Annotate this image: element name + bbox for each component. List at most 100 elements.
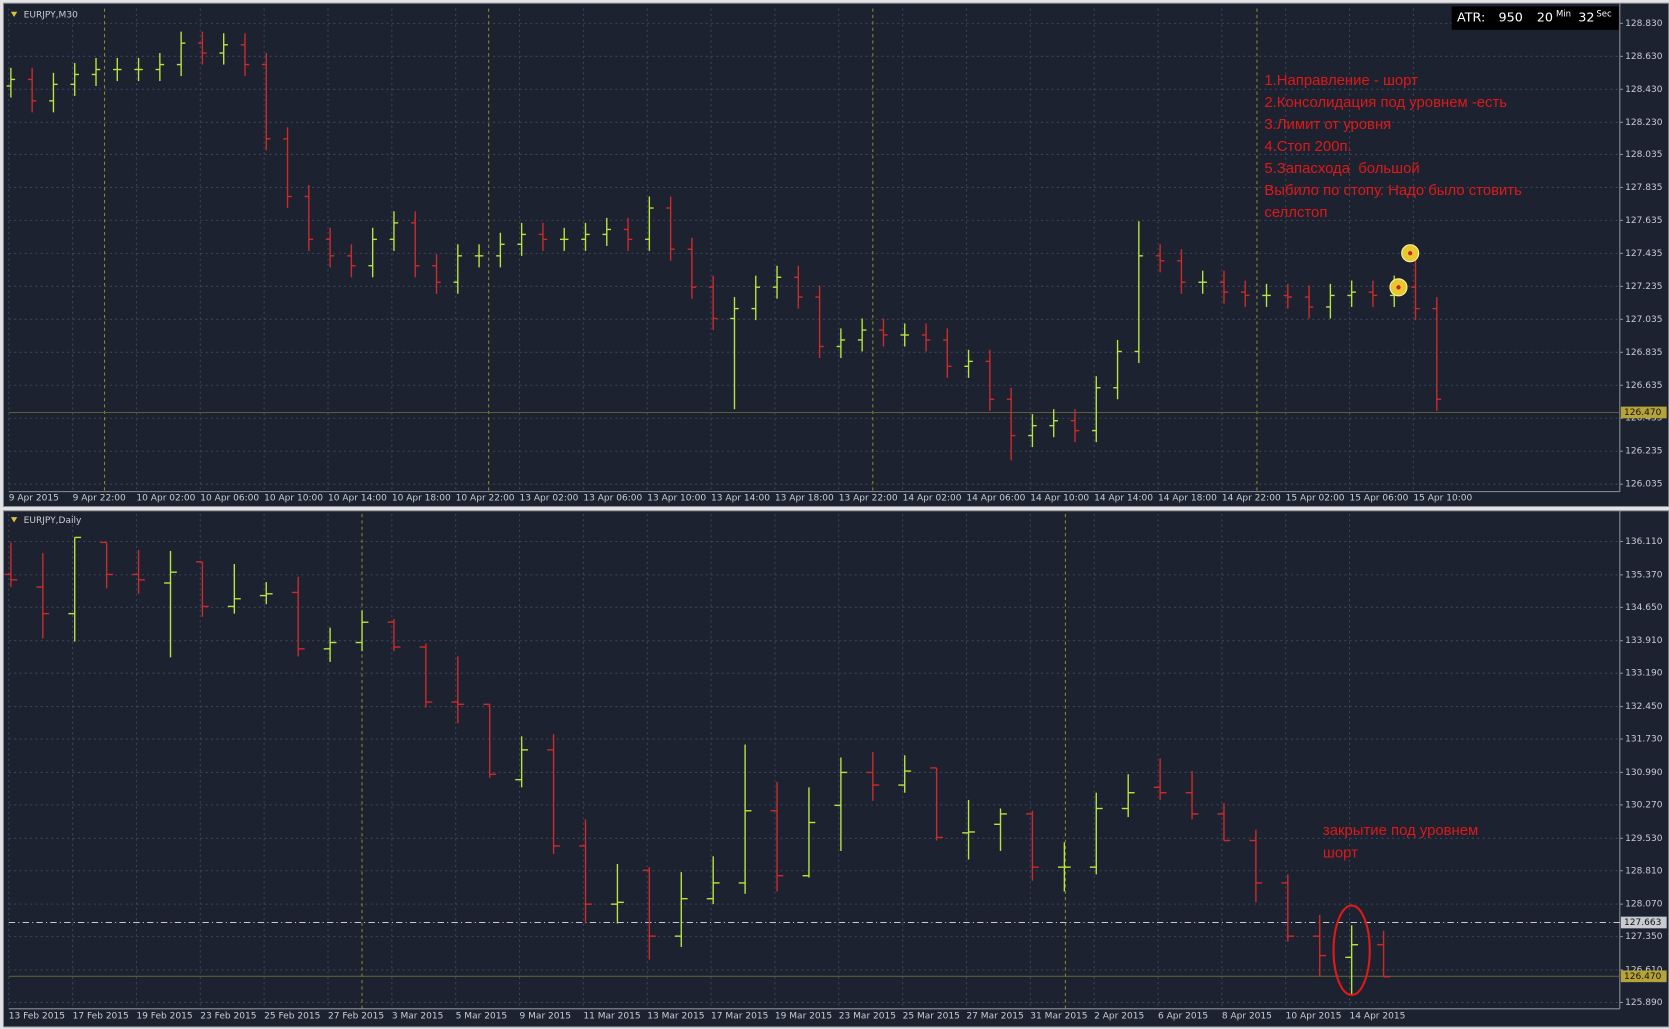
x-tick-label: 13 Mar 2015: [647, 1012, 704, 1022]
x-tick-label: 11 Mar 2015: [583, 1012, 640, 1022]
indicator-name: ATR:: [1457, 11, 1485, 26]
y-tick-label: 130.990: [1625, 768, 1663, 778]
x-tick-label: 3 Mar 2015: [392, 1012, 444, 1022]
x-tick-label: 27 Feb 2015: [328, 1012, 384, 1022]
x-tick-label: 9 Apr 22:00: [73, 494, 126, 504]
y-tick-label: 126.635: [1625, 381, 1662, 391]
x-tick-label: 13 Apr 06:00: [583, 494, 642, 504]
x-tick-label: 15 Apr 06:00: [1350, 494, 1409, 504]
y-tick-label: 125.890: [1625, 998, 1663, 1008]
y-tick-label: 126.435: [1625, 414, 1662, 424]
x-tick-label: 15 Apr 10:00: [1413, 494, 1472, 504]
trade-marker-dot: [1396, 285, 1401, 290]
y-tick-label: 126.835: [1625, 348, 1662, 358]
annotation: 2.Консолидация под уровнем -есть: [1264, 95, 1507, 111]
y-tick-label: 128.230: [1625, 118, 1663, 128]
x-tick-label: 13 Apr 22:00: [839, 494, 898, 504]
y-tick-label: 127.635: [1625, 216, 1662, 226]
x-tick-label: 25 Mar 2015: [903, 1012, 960, 1022]
y-tick-label: 136.110: [1625, 537, 1663, 547]
x-tick-label: 23 Feb 2015: [200, 1012, 256, 1022]
x-tick-label: 13 Apr 02:00: [520, 494, 579, 504]
x-tick-label: 13 Feb 2015: [9, 1012, 65, 1022]
x-tick-label: 14 Apr 10:00: [1030, 494, 1089, 504]
y-tick-label: 134.650: [1625, 603, 1663, 613]
x-tick-label: 10 Apr 10:00: [264, 494, 323, 504]
timer-unit: Sec: [1596, 9, 1612, 19]
x-tick-label: 15 Apr 02:00: [1286, 494, 1345, 504]
collapse-icon: [10, 517, 18, 523]
trade-marker-dot: [1408, 251, 1413, 256]
y-tick-label: 129.530: [1625, 834, 1663, 844]
panel-m30: [2, 2, 1669, 508]
y-tick-label: 130.270: [1625, 800, 1663, 810]
chart-m30: 128.830 128.630 128.430 128.230 128.035 127.8…: [6, 8, 1667, 504]
x-tick-label: 9 Mar 2015: [520, 1012, 572, 1022]
symbol-label: EURJPY,M30: [24, 10, 78, 20]
y-tick-label: 128.070: [1625, 900, 1663, 910]
x-tick-label: 10 Apr 06:00: [200, 494, 259, 504]
y-tick-label: 131.730: [1625, 735, 1663, 745]
price-label-box: [1620, 406, 1667, 419]
y-tick-label: 135.370: [1625, 570, 1663, 580]
x-tick-label: 10 Apr 22:00: [456, 494, 515, 504]
y-tick-label: 132.450: [1625, 702, 1663, 712]
annotation: 3.Лимит от уровня: [1264, 117, 1391, 133]
y-tick-label: 127.435: [1625, 249, 1662, 259]
y-tick-label: 128.035: [1625, 150, 1662, 160]
x-tick-label: 10 Apr 18:00: [392, 494, 451, 504]
x-tick-label: 14 Apr 06:00: [966, 494, 1025, 504]
indicator-value: 950: [1499, 11, 1523, 26]
trade-markers: [1389, 244, 1420, 297]
timer-unit: Min: [1556, 9, 1571, 19]
x-tick-label: 14 Apr 02:00: [903, 494, 962, 504]
y-tick-label: 127.235: [1625, 282, 1662, 292]
annotation: закрытие под уровнем: [1323, 823, 1478, 839]
annotation: 1.Направление - шорт: [1264, 73, 1418, 89]
x-tick-label: 14 Apr 2015: [1350, 1012, 1406, 1022]
x-tick-label: 17 Mar 2015: [711, 1012, 768, 1022]
x-tick-label: 31 Mar 2015: [1030, 1012, 1087, 1022]
x-tick-label: 10 Apr 02:00: [136, 494, 195, 504]
x-tick-label: 25 Feb 2015: [264, 1012, 320, 1022]
x-tick-label: 10 Apr 2015: [1286, 1012, 1342, 1022]
annotation: селлстоп: [1264, 205, 1327, 221]
y-tick-label: 128.810: [1625, 866, 1663, 876]
x-tick-label: 9 Apr 2015: [9, 494, 59, 504]
y-tick-label: 133.190: [1625, 669, 1663, 679]
x-tick-label: 19 Feb 2015: [136, 1012, 192, 1022]
x-tick-label: 5 Mar 2015: [456, 1012, 508, 1022]
annotation: шорт: [1323, 845, 1358, 861]
highlight-ellipse: [1332, 904, 1371, 997]
y-tick-label: 126.035: [1625, 480, 1662, 490]
y-tick-label: 127.035: [1625, 315, 1662, 325]
y-tick-label: 128.430: [1625, 85, 1663, 95]
y-tick-label: 128.830: [1625, 19, 1663, 29]
indicator-box: [1451, 6, 1619, 30]
x-tick-label: 10 Apr 14:00: [328, 494, 387, 504]
x-tick-label: 23 Mar 2015: [839, 1012, 896, 1022]
annotation: 4.Стоп 200п.: [1264, 139, 1351, 155]
collapse-icon: [10, 11, 18, 18]
price-label: 127.663: [1624, 918, 1662, 928]
price-label: 126.470: [1624, 972, 1662, 982]
x-tick-label: 2 Apr 2015: [1094, 1012, 1144, 1022]
price-label: 126.470: [1624, 408, 1662, 418]
x-tick-label: 19 Mar 2015: [775, 1012, 832, 1022]
price-label-box: [1620, 970, 1667, 983]
x-tick-label: 27 Mar 2015: [966, 1012, 1023, 1022]
annotation: 5.Запасхода большой: [1264, 161, 1419, 177]
y-tick-label: 133.910: [1625, 636, 1663, 646]
timer-seconds: 32: [1578, 11, 1594, 26]
x-tick-label: 14 Apr 14:00: [1094, 494, 1153, 504]
chart-daily: 136.110 135.370 134.650 133.910 133.190 132.4…: [4, 513, 1667, 1022]
x-tick-label: 8 Apr 2015: [1222, 1012, 1272, 1022]
timer-minutes: 20: [1537, 11, 1553, 26]
x-tick-label: 17 Feb 2015: [73, 1012, 129, 1022]
y-tick-label: 127.835: [1625, 183, 1662, 193]
x-tick-label: 14 Apr 22:00: [1222, 494, 1281, 504]
price-label-box: [1620, 916, 1667, 929]
x-tick-label: 13 Apr 10:00: [647, 494, 706, 504]
y-tick-label: 128.630: [1625, 52, 1663, 62]
